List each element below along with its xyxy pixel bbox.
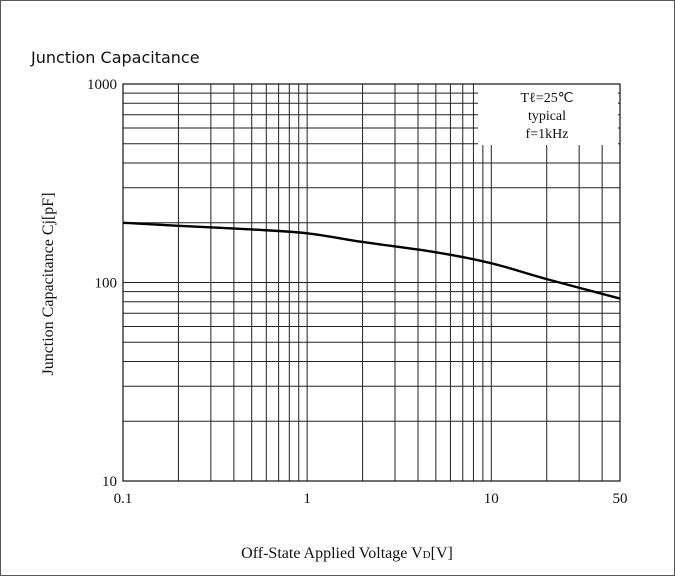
x-tick-label: 0.1 [114,491,133,507]
annotation-line-2: typical [528,109,566,124]
x-tick-label: 10 [484,491,499,507]
x-axis-label: Off-State Applied Voltage VD[V] [241,545,453,562]
x-tick-label: 50 [613,491,628,507]
capacitance-curve [122,221,621,300]
y-tick-label: 10 [102,474,117,490]
y-tick-label: 100 [95,276,118,292]
x-tick-label: 1 [303,491,311,507]
plot-border [122,83,621,482]
annotation-line-3: f=1kHz [526,127,569,142]
annotation-line-1: Tℓ=25℃ [521,91,574,106]
y-tick-label: 1000 [87,77,117,93]
annotation-box [478,84,618,145]
y-axis-label: Junction Capacitance Cj[pF] [40,192,57,375]
chart-title: Junction Capacitance [31,48,200,67]
